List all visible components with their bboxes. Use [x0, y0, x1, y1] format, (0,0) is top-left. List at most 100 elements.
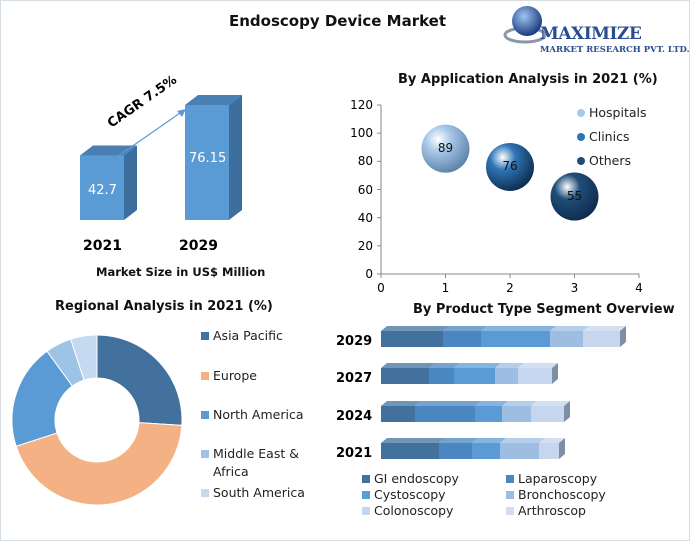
legend-label: North America — [213, 407, 304, 422]
bar-segment — [443, 331, 481, 347]
legend-marker — [362, 507, 370, 515]
x-tick-label: 0 — [377, 281, 385, 295]
legend-marker — [201, 332, 209, 340]
legend-label: Asia Pacific — [213, 328, 283, 343]
legend-label: Arthroscop — [518, 503, 586, 518]
bar-side — [229, 95, 242, 220]
bar-segment-top — [500, 438, 545, 443]
legend-marker — [362, 475, 370, 483]
product-chart-title: By Product Type Segment Overview — [413, 302, 675, 317]
bar-segment — [429, 368, 454, 384]
y-tick-label: 100 — [350, 126, 373, 141]
bar-segment — [381, 368, 429, 384]
legend-marker — [201, 411, 209, 419]
x-tick-label: 2021 — [83, 238, 122, 254]
donut-slice — [15, 422, 183, 506]
bar-segment-top — [481, 326, 556, 331]
legend-label: Bronchoscopy — [518, 487, 606, 502]
arrow-head — [177, 109, 186, 117]
donut-slice — [70, 334, 98, 381]
cagr-arrow — [110, 110, 184, 162]
bubble-clinics — [486, 142, 534, 191]
y-tick-label: 2021 — [336, 446, 373, 461]
bar-segment-top — [443, 326, 487, 331]
bar-end — [620, 326, 626, 347]
bar-segment-top — [472, 438, 506, 443]
y-tick-label: 120 — [350, 98, 373, 112]
bar-side — [124, 145, 137, 220]
legend-marker — [362, 491, 370, 499]
legend-label: Europe — [213, 368, 257, 383]
bar-segment — [539, 443, 559, 459]
legend-marker — [201, 450, 209, 458]
legend-marker — [577, 133, 585, 141]
bar-segment — [481, 331, 550, 347]
bar-end — [564, 401, 570, 422]
donut-slice — [96, 334, 183, 426]
bar-segment-top — [381, 326, 449, 331]
bar-segment — [500, 443, 539, 459]
y-tick-label: 40 — [357, 210, 373, 225]
bar-segment — [454, 368, 495, 384]
bar-segment-top — [518, 363, 558, 368]
bar-segment-top — [583, 326, 626, 331]
bubble-hospitals — [421, 124, 470, 173]
legend-marker — [577, 109, 585, 117]
legend-label: GI endoscopy — [374, 471, 459, 486]
bar-segment — [475, 406, 502, 422]
legend-marker — [577, 157, 585, 165]
legend-label: Laparoscopy — [518, 471, 598, 486]
bubble-label: 89 — [437, 140, 454, 155]
bar-end — [559, 438, 565, 459]
bar-segment-top — [550, 326, 589, 331]
legend-label: Others — [589, 153, 632, 168]
y-tick-label: 2027 — [336, 371, 373, 386]
legend-marker — [201, 489, 209, 497]
bubble-others — [550, 172, 599, 221]
y-tick-label: 2029 — [336, 334, 373, 349]
page-title: Endoscopy Device Market — [229, 12, 447, 30]
bar-segment-top — [539, 438, 565, 443]
bar-segment-top — [454, 363, 501, 368]
application-chart-title: By Application Analysis in 2021 (%) — [398, 72, 658, 87]
bar-segment — [381, 406, 415, 422]
logo: MAXIMIZE MARKET RESEARCH PVT. LTD. — [503, 3, 689, 61]
bar-segment — [495, 368, 518, 384]
bar-segment-top — [381, 438, 445, 443]
y-tick-label: 20 — [357, 238, 373, 253]
bar-segment — [381, 443, 439, 459]
bar-segment — [583, 331, 620, 347]
bar-segment — [381, 331, 443, 347]
legend-marker — [506, 507, 514, 515]
legend-marker — [506, 491, 514, 499]
bar-segment-top — [381, 401, 421, 406]
legend-label: South America — [213, 485, 305, 500]
bar-segment-top — [381, 363, 435, 368]
bar-2029 — [185, 105, 229, 220]
bar-segment — [439, 443, 472, 459]
legend-marker — [506, 475, 514, 483]
x-tick-label: 4 — [635, 281, 643, 295]
legend-label: Cystoscopy — [374, 487, 446, 502]
legend-label: Colonoscopy — [374, 503, 454, 518]
y-tick-label: 2024 — [336, 409, 373, 424]
bar-segment-top — [439, 438, 478, 443]
x-tick-label: 3 — [570, 281, 579, 295]
legend-label: Clinics — [589, 129, 630, 144]
legend-label: Hospitals — [589, 105, 647, 120]
bar-segment-top — [429, 363, 460, 368]
bar-segment — [518, 368, 552, 384]
globe-icon — [503, 6, 547, 44]
bar-segment — [415, 406, 475, 422]
data-label: 76.15 — [189, 151, 227, 166]
y-tick-label: 0 — [365, 267, 373, 281]
bar-segment — [550, 331, 583, 347]
bar-segment-top — [495, 363, 524, 368]
bar-top — [185, 95, 242, 105]
bar-segment — [502, 406, 531, 422]
regional-chart-title: Regional Analysis in 2021 (%) — [55, 299, 273, 314]
legend-marker — [201, 372, 209, 380]
bar-segment-top — [531, 401, 570, 406]
